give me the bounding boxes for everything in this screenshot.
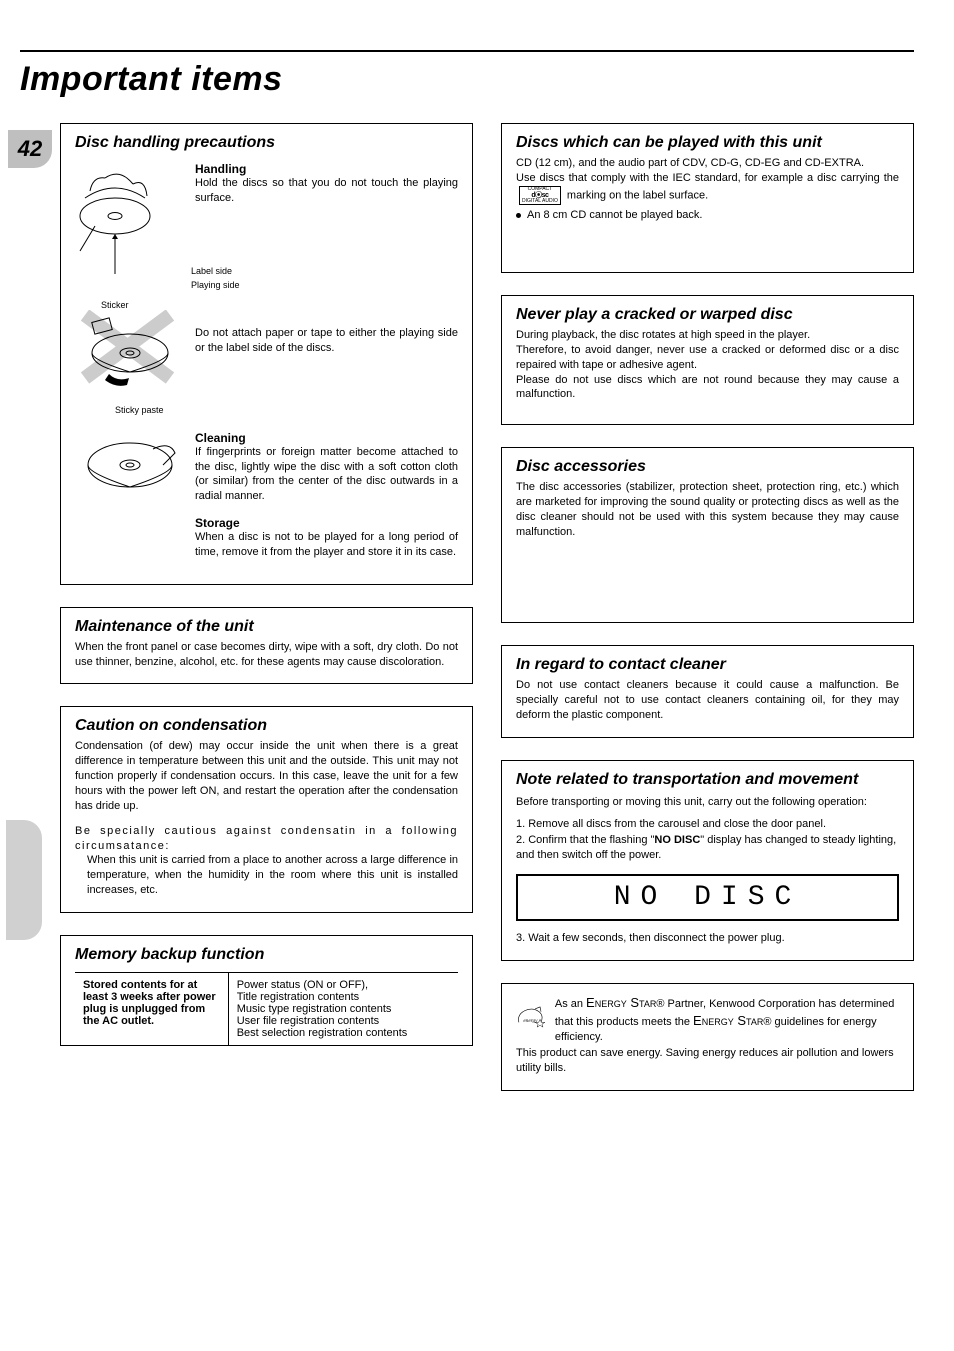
transport-step2a: 2. Confirm that the flashing " bbox=[516, 834, 654, 846]
title-condensation: Caution on condensation bbox=[75, 717, 458, 735]
right-column: Discs which can be played with this unit… bbox=[501, 123, 914, 1091]
box-disc-handling: Disc handling precautions Handling bbox=[60, 123, 473, 585]
transport-step3: 3. Wait a few seconds, then disconnect t… bbox=[516, 931, 899, 946]
box-transport: Note related to transportation and movem… bbox=[501, 760, 914, 961]
mem-r1: Power status (ON or OFF), bbox=[237, 979, 450, 991]
accessories-body: The disc accessories (stabilizer, protec… bbox=[516, 480, 899, 539]
page-title: Important items bbox=[20, 60, 914, 99]
box-condensation: Caution on condensation Condensation (of… bbox=[60, 706, 473, 912]
disc-hold-icon bbox=[75, 156, 185, 286]
mem-r4: User file registration contents bbox=[237, 1015, 450, 1027]
table-row: Stored contents for at least 3 weeks aft… bbox=[75, 972, 458, 1045]
playable-line2b: marking on the label surface. bbox=[567, 189, 708, 201]
bullet-icon bbox=[516, 213, 521, 218]
mem-r2: Title registration contents bbox=[237, 991, 450, 1003]
condensation-p2: Be specially cautious against condensati… bbox=[75, 824, 458, 854]
transport-step2-bold: NO DISC bbox=[654, 834, 700, 846]
box-contact-cleaner: In regard to contact cleaner Do not use … bbox=[501, 645, 914, 738]
memory-left-cell: Stored contents for at least 3 weeks aft… bbox=[75, 972, 228, 1045]
cleaning-body: If fingerprints or foreign matter become… bbox=[195, 445, 458, 504]
title-memory: Memory backup function bbox=[75, 946, 458, 964]
box-discs-playable: Discs which can be played with this unit… bbox=[501, 123, 914, 273]
energy-star-icon: energy bbox=[516, 994, 545, 1040]
title-cracked: Never play a cracked or warped disc bbox=[516, 306, 899, 324]
no-disc-display: NO DISC bbox=[516, 874, 899, 921]
playable-bullet: An 8 cm CD cannot be played back. bbox=[516, 209, 899, 221]
top-rule bbox=[20, 50, 914, 52]
maintenance-body: When the front panel or case becomes dir… bbox=[75, 640, 458, 670]
box-cracked: Never play a cracked or warped disc Duri… bbox=[501, 295, 914, 425]
cracked-p2: Therefore, to avoid danger, never use a … bbox=[516, 343, 899, 373]
contact-cleaner-body: Do not use contact cleaners because it c… bbox=[516, 678, 899, 723]
playable-bullet-text: An 8 cm CD cannot be played back. bbox=[527, 209, 702, 221]
chapter-tab: Chapter 5 bbox=[6, 820, 42, 940]
sticky-paste-label: Sticky paste bbox=[115, 405, 185, 415]
energy-line2: This product can save energy. Saving ene… bbox=[516, 1046, 899, 1076]
playable-line1: CD (12 cm), and the audio part of CDV, C… bbox=[516, 156, 899, 171]
cracked-p3: Please do not use discs which are not ro… bbox=[516, 373, 899, 403]
page-number-badge: 42 bbox=[8, 130, 52, 168]
box-energy-star: energy As an Energy Star® Partner, Kenwo… bbox=[501, 983, 914, 1091]
transport-step2: 2. Confirm that the flashing "NO DISC" d… bbox=[516, 833, 899, 864]
left-column: Disc handling precautions Handling bbox=[60, 123, 473, 1091]
box-memory: Memory backup function Stored contents f… bbox=[60, 935, 473, 1046]
title-accessories: Disc accessories bbox=[516, 458, 899, 476]
storage-head: Storage bbox=[195, 516, 458, 530]
title-transport: Note related to transportation and movem… bbox=[516, 771, 899, 789]
memory-table: Stored contents for at least 3 weeks aft… bbox=[75, 972, 458, 1045]
title-maintenance: Maintenance of the unit bbox=[75, 618, 458, 636]
cracked-p1: During playback, the disc rotates at hig… bbox=[516, 328, 899, 343]
energy-es1: Energy Star bbox=[586, 995, 656, 1010]
tape-body: Do not attach paper or tape to either th… bbox=[195, 326, 458, 356]
playable-line2a: Use discs that comply with the IEC stand… bbox=[516, 172, 899, 184]
label-side: Label side bbox=[191, 266, 458, 276]
transport-intro: Before transporting or moving this unit,… bbox=[516, 795, 899, 810]
box-accessories: Disc accessories The disc accessories (s… bbox=[501, 447, 914, 623]
condensation-p3: When this unit is carried from a place t… bbox=[87, 853, 458, 898]
handling-body: Hold the discs so that you do not touch … bbox=[195, 176, 458, 206]
disc-sticker-icon bbox=[75, 310, 185, 400]
title-discs-playable: Discs which can be played with this unit bbox=[516, 134, 899, 152]
box-maintenance: Maintenance of the unit When the front p… bbox=[60, 607, 473, 685]
mem-r3: Music type registration contents bbox=[237, 1003, 450, 1015]
energy-line1: As an Energy Star® Partner, Kenwood Corp… bbox=[555, 994, 899, 1045]
transport-step1: 1. Remove all discs from the carousel an… bbox=[516, 817, 899, 832]
cd-logo-bottom: DIGITAL AUDIO bbox=[522, 199, 558, 204]
content-columns: Disc handling precautions Handling bbox=[60, 123, 914, 1091]
cleaning-head: Cleaning bbox=[195, 431, 458, 445]
condensation-p1: Condensation (of dew) may occur inside t… bbox=[75, 739, 458, 813]
playable-line2: Use discs that comply with the IEC stand… bbox=[516, 171, 899, 205]
storage-body: When a disc is not to be played for a lo… bbox=[195, 530, 458, 560]
mem-r5: Best selection registration contents bbox=[237, 1027, 450, 1039]
energy-l1a: As an bbox=[555, 998, 586, 1010]
title-disc-handling: Disc handling precautions bbox=[75, 134, 458, 152]
title-contact-cleaner: In regard to contact cleaner bbox=[516, 656, 899, 674]
compact-disc-logo-icon: COMPACT d⦿sc DIGITAL AUDIO bbox=[519, 186, 561, 205]
energy-es2: Energy Star bbox=[693, 1013, 763, 1028]
sticker-label: Sticker bbox=[101, 300, 185, 310]
playing-side: Playing side bbox=[191, 280, 458, 290]
handling-head: Handling bbox=[195, 162, 458, 176]
disc-clean-icon bbox=[75, 425, 185, 505]
memory-right-cell: Power status (ON or OFF), Title registra… bbox=[228, 972, 458, 1045]
